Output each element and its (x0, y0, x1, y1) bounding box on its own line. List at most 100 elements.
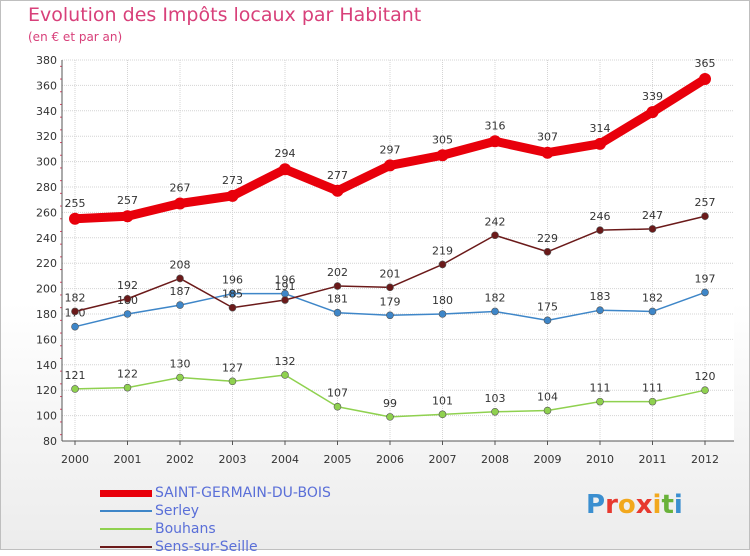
data-point-bouhans (281, 371, 289, 379)
data-label-saint-germain-du-bois: 257 (117, 194, 138, 207)
data-point-saint-germain-du-bois (121, 210, 134, 223)
data-label-saint-germain-du-bois: 267 (170, 182, 191, 195)
data-label-bouhans: 111 (642, 382, 663, 395)
data-point-sens-sur-seille (123, 294, 132, 303)
legend-label: Serley (155, 503, 200, 519)
logo-letter: r (605, 490, 618, 520)
data-label-sens-sur-seille: 182 (65, 291, 86, 304)
data-label-bouhans: 130 (170, 358, 191, 371)
legend-label: SAINT-GERMAIN-DU-BOIS (155, 485, 331, 501)
chart-title: Evolution des Impôts locaux par Habitant (28, 4, 422, 26)
data-point-sens-sur-seille (386, 283, 394, 292)
data-label-saint-germain-du-bois: 294 (275, 147, 296, 160)
data-label-bouhans: 122 (117, 368, 138, 381)
data-label-serley: 181 (327, 293, 348, 306)
data-point-serley (228, 289, 237, 298)
x-tick-label: 2003 (219, 453, 247, 466)
y-tick-label: 240 (36, 232, 57, 245)
data-point-serley (438, 310, 447, 318)
data-label-sens-sur-seille: 191 (275, 280, 296, 293)
data-label-sens-sur-seille: 246 (590, 210, 611, 223)
y-tick-label: 360 (36, 79, 57, 92)
data-point-saint-germain-du-bois (436, 149, 449, 162)
y-tick-label: 260 (36, 206, 57, 219)
data-label-sens-sur-seille: 257 (695, 196, 716, 209)
data-label-saint-germain-du-bois: 307 (537, 131, 558, 144)
data-point-bouhans (438, 410, 447, 419)
logo-letter: o (617, 490, 636, 520)
data-label-bouhans: 120 (695, 370, 716, 383)
legend-swatch (100, 546, 152, 548)
data-label-bouhans: 99 (383, 397, 397, 410)
x-tick-label: 2011 (639, 453, 667, 466)
data-label-serley: 175 (537, 300, 558, 313)
legend-swatch (100, 510, 152, 512)
data-label-saint-germain-du-bois: 365 (695, 57, 716, 70)
y-tick-label: 380 (36, 54, 57, 67)
data-label-sens-sur-seille: 192 (117, 279, 138, 292)
data-label-bouhans: 107 (327, 387, 348, 400)
legend-swatch (100, 528, 152, 530)
plot-area (62, 60, 734, 441)
data-label-sens-sur-seille: 219 (432, 244, 453, 257)
data-label-serley: 187 (170, 285, 191, 298)
data-point-saint-germain-du-bois (646, 106, 659, 119)
data-point-saint-germain-du-bois (384, 159, 396, 172)
data-point-bouhans (176, 373, 184, 382)
legend-swatch (100, 490, 152, 497)
data-point-saint-germain-du-bois (331, 184, 344, 197)
data-point-saint-germain-du-bois (594, 137, 606, 150)
data-label-bouhans: 111 (590, 382, 611, 395)
data-label-saint-germain-du-bois: 314 (590, 122, 611, 135)
data-point-sens-sur-seille (176, 274, 184, 283)
data-label-saint-germain-du-bois: 273 (222, 174, 243, 187)
data-label-sens-sur-seille: 202 (327, 266, 348, 279)
data-label-sens-sur-seille: 229 (537, 232, 558, 245)
data-point-serley (543, 316, 552, 325)
data-point-serley (123, 310, 132, 318)
x-tick-label: 2006 (376, 453, 404, 466)
y-tick-label: 160 (36, 333, 57, 346)
data-point-serley (71, 322, 79, 331)
data-point-saint-germain-du-bois (69, 212, 81, 225)
data-label-bouhans: 127 (222, 361, 243, 374)
data-point-bouhans (386, 413, 394, 421)
data-point-sens-sur-seille (491, 231, 499, 240)
data-point-bouhans (123, 383, 132, 392)
data-label-serley: 196 (275, 274, 296, 287)
y-tick-label: 100 (36, 410, 57, 423)
data-point-serley (596, 306, 604, 314)
x-tick-label: 2000 (61, 453, 89, 466)
x-tick-label: 2001 (114, 453, 142, 466)
data-label-bouhans: 132 (275, 355, 296, 368)
data-point-bouhans (333, 402, 342, 411)
data-label-sens-sur-seille: 242 (485, 215, 506, 228)
y-tick-label: 180 (36, 308, 57, 321)
data-point-sens-sur-seille (228, 303, 237, 312)
data-point-sens-sur-seille (281, 296, 289, 304)
data-label-saint-germain-du-bois: 339 (642, 90, 663, 103)
data-point-sens-sur-seille (543, 247, 552, 256)
data-point-sens-sur-seille (333, 282, 342, 290)
y-tick-label: 220 (36, 257, 57, 270)
y-tick-label: 200 (36, 283, 57, 296)
x-tick-label: 2007 (429, 453, 457, 466)
data-point-bouhans (543, 406, 552, 415)
logo-letter: P (586, 490, 606, 520)
data-label-serley: 180 (432, 294, 453, 307)
logo-letter: i (652, 490, 662, 520)
data-label-sens-sur-seille: 185 (222, 288, 243, 301)
data-point-serley (333, 308, 342, 317)
data-label-serley: 182 (485, 291, 506, 304)
x-tick-label: 2009 (534, 453, 562, 466)
data-point-sens-sur-seille (438, 260, 447, 269)
chart-subtitle: (en € et par an) (28, 30, 123, 44)
data-label-serley: 196 (222, 274, 243, 287)
data-point-bouhans (596, 397, 604, 406)
data-point-serley (648, 307, 657, 316)
data-label-saint-germain-du-bois: 255 (65, 197, 86, 210)
data-label-sens-sur-seille: 247 (642, 209, 663, 222)
legend-label: Sens-sur-Seille (155, 539, 258, 555)
data-point-bouhans (701, 386, 709, 395)
